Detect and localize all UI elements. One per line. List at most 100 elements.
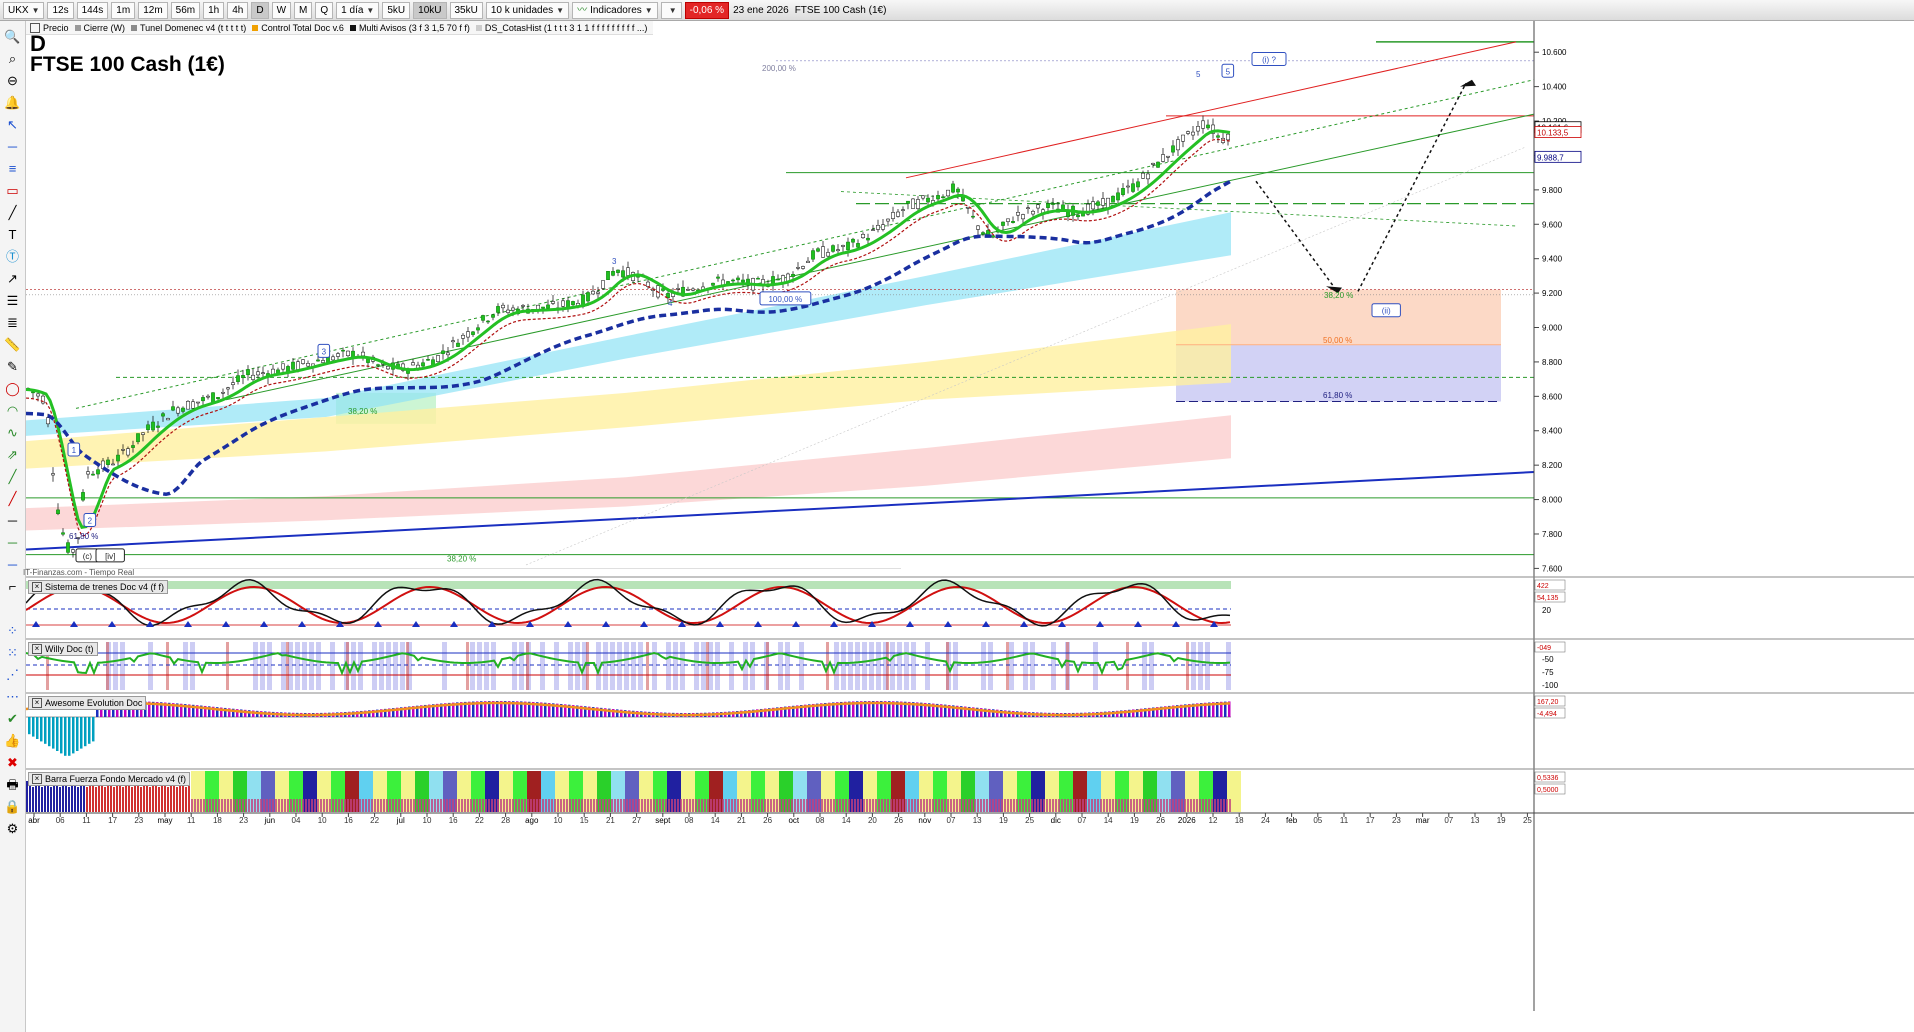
channel-icon[interactable]: ≡ xyxy=(8,161,17,176)
arc-icon[interactable]: ◠ xyxy=(6,403,19,418)
barra-bottom-bar xyxy=(1112,799,1114,812)
close-pane-icon[interactable]: × xyxy=(32,698,42,708)
hline-green-icon[interactable]: ─ xyxy=(7,535,18,550)
awesome-bar xyxy=(172,703,175,717)
label-icon[interactable]: Ⓣ xyxy=(5,249,19,264)
symbol-selector[interactable]: UKX ▼ xyxy=(3,1,45,19)
tf-q[interactable]: Q xyxy=(315,1,334,19)
hline-icon[interactable]: ─ xyxy=(7,139,18,154)
ray-icon[interactable]: ↗ xyxy=(7,271,18,286)
pane-title-awesome[interactable]: × Awesome Evolution Doc xyxy=(28,696,147,710)
projection-icon[interactable]: ⌐ xyxy=(8,579,17,594)
close-pane-icon[interactable]: × xyxy=(32,774,42,784)
thumbs-up-icon[interactable]: 👍 xyxy=(4,733,21,748)
period-selector[interactable]: 1 día ▼ xyxy=(336,1,380,19)
zoom-icon[interactable]: ⌕ xyxy=(8,51,17,66)
indicators-button[interactable]: 〰 Indicadores ▼ xyxy=(572,1,658,19)
text-icon[interactable]: T xyxy=(8,227,17,242)
fibonacci-icon[interactable]: ☰ xyxy=(6,293,19,308)
rectangle-icon[interactable]: ▭ xyxy=(6,183,19,198)
barra-bottom-bar xyxy=(329,799,331,812)
check-icon[interactable]: ✔ xyxy=(7,711,18,726)
tf-4h[interactable]: 4h xyxy=(227,1,249,19)
close-pane-icon[interactable]: × xyxy=(32,644,42,654)
indicator-icon[interactable]: ⁘ xyxy=(7,623,18,638)
tf-56m[interactable]: 56m xyxy=(170,1,201,19)
price-chart-svg[interactable]: 10.60010.40010.20010.0009.8009.6009.4009… xyxy=(26,21,1914,1032)
line-red-icon[interactable]: ╱ xyxy=(8,491,17,506)
tf-d[interactable]: D xyxy=(251,1,269,19)
scatter-icon[interactable]: ⁙ xyxy=(7,645,18,660)
fib-fan-icon[interactable]: ≣ xyxy=(7,315,18,330)
barra-bottom-bar xyxy=(740,799,742,812)
barra-bottom-bar xyxy=(584,799,586,812)
lock-icon[interactable]: 🔒 xyxy=(4,799,21,814)
legend-item-multiavisos[interactable]: Multi Avisos (3 f 3 1,5 70 f f) xyxy=(349,23,470,33)
barra-bottom-bar xyxy=(1124,799,1126,812)
y-tick-label: 9.400 xyxy=(1542,255,1563,264)
unit-10ku[interactable]: 10kU xyxy=(413,1,447,19)
willy-bar xyxy=(575,642,580,690)
pencil-icon[interactable]: ✎ xyxy=(7,359,18,374)
candle-body xyxy=(116,454,120,462)
wave-icon[interactable]: ∿ xyxy=(7,425,18,440)
tf-1h[interactable]: 1h xyxy=(203,1,225,19)
legend-item-control[interactable]: Control Total Doc v.6 xyxy=(252,23,344,33)
pane-title-willy[interactable]: × Willy Doc (t) xyxy=(28,642,98,656)
settings-icon[interactable]: ⚙ xyxy=(6,821,19,836)
legend-item-tunel[interactable]: Tunel Domenec v4 (t t t t t) xyxy=(131,23,246,33)
barra-bottom-bar xyxy=(1073,799,1075,812)
arrow-up-icon[interactable]: ⇗ xyxy=(7,447,18,462)
unit-35ku[interactable]: 35kU xyxy=(449,1,483,19)
legend-item-cotashist[interactable]: DS_CotasHist (1 t t t 3 1 1 f f f f f f … xyxy=(475,23,647,33)
pane-title-trenes[interactable]: × Sistema de trenes Doc v4 (f f) xyxy=(28,580,169,594)
unit-5ku[interactable]: 5kU xyxy=(382,1,411,19)
wave-2-box: 2 xyxy=(88,516,93,525)
barra-bottom-bar xyxy=(992,799,994,812)
awesome-bar xyxy=(540,702,543,717)
barra-bottom-bar xyxy=(863,799,865,812)
x-tick-label: 17 xyxy=(1366,816,1375,825)
alert-icon[interactable]: 🔔 xyxy=(4,95,21,110)
delete-icon[interactable]: ✖ xyxy=(7,755,18,770)
tf-12s[interactable]: 12s xyxy=(47,1,74,19)
awesome-bar xyxy=(772,707,775,717)
candle-body xyxy=(111,463,115,466)
print-icon[interactable]: 🖶 xyxy=(6,777,19,792)
legend-item-cierre[interactable]: Cierre (W) xyxy=(74,23,125,33)
draw-menu-button[interactable]: ▼ xyxy=(660,1,682,19)
ellipse-icon[interactable]: ◯ xyxy=(5,381,20,396)
willy-bar xyxy=(750,642,755,690)
awesome-bar xyxy=(860,701,863,717)
zoom-out-icon[interactable]: ⊖ xyxy=(7,73,18,88)
zoom-in-icon[interactable]: 🔍 xyxy=(4,29,21,44)
tf-m[interactable]: M xyxy=(294,1,313,19)
barra-bottom-bar xyxy=(965,799,967,812)
barra-bottom-bar xyxy=(476,799,478,812)
tf-w[interactable]: W xyxy=(271,1,292,19)
barra-bottom-bar xyxy=(1157,799,1159,812)
tf-144s[interactable]: 144s xyxy=(76,1,109,19)
ruler-icon[interactable]: 📏 xyxy=(4,337,21,352)
hline-blue-icon[interactable]: ─ xyxy=(7,557,18,572)
pane-title-barra[interactable]: × Barra Fuerza Fondo Mercado v4 (f) xyxy=(28,772,191,786)
chart-area[interactable]: 10.60010.40010.20010.0009.8009.6009.4009… xyxy=(23,21,1914,1032)
close-pane-icon[interactable]: × xyxy=(32,582,42,592)
line-green-icon[interactable]: ╱ xyxy=(8,469,17,484)
date-label: 23 ene 2026 xyxy=(733,4,789,16)
willy-bar xyxy=(666,642,671,690)
awesome-bar xyxy=(604,708,607,717)
trendline-icon[interactable]: ╱ xyxy=(8,205,17,220)
dots-icon[interactable]: ⋯ xyxy=(6,689,19,704)
tf-1m[interactable]: 1m xyxy=(111,1,136,19)
period-label: 1 día xyxy=(341,4,364,16)
cursor-icon[interactable]: ↖ xyxy=(7,117,18,132)
awesome-bar xyxy=(584,706,587,717)
willy-bar xyxy=(512,642,517,690)
legend-item-precio[interactable]: Precio xyxy=(30,22,69,33)
tf-12m[interactable]: 12m xyxy=(138,1,168,19)
points-icon[interactable]: ⋰ xyxy=(6,667,19,682)
unit-select[interactable]: 10 k unidades ▼ xyxy=(485,1,570,19)
willy-bar xyxy=(1023,642,1028,690)
candle-body xyxy=(1011,221,1015,223)
